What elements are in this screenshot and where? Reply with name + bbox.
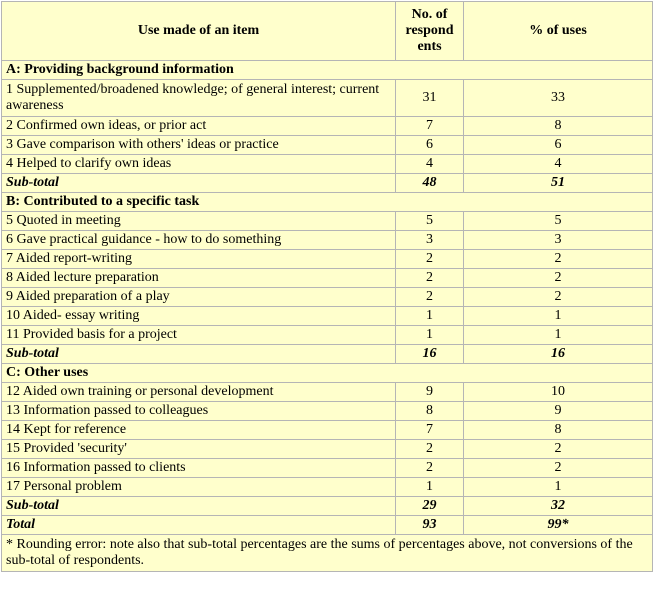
row-respondents: 2	[395, 458, 464, 478]
table-row: 5 Quoted in meeting 5 5	[1, 211, 653, 231]
row-label: 11 Provided basis for a project	[1, 325, 396, 345]
total-label: Total	[1, 515, 396, 535]
row-label: 2 Confirmed own ideas, or prior act	[1, 116, 396, 136]
header-use: Use made of an item	[1, 1, 396, 61]
table-row: 11 Provided basis for a project 1 1	[1, 325, 653, 345]
table-row: 6 Gave practical guidance - how to do so…	[1, 230, 653, 250]
table-row: 15 Provided 'security' 2 2	[1, 439, 653, 459]
row-label: 6 Gave practical guidance - how to do so…	[1, 230, 396, 250]
subtotal-respondents: 48	[395, 173, 464, 193]
row-respondents: 7	[395, 420, 464, 440]
row-respondents: 1	[395, 325, 464, 345]
row-percent: 9	[463, 401, 653, 421]
row-percent: 2	[463, 287, 653, 307]
table-row: 8 Aided lecture preparation 2 2	[1, 268, 653, 288]
row-respondents: 2	[395, 287, 464, 307]
header-row: Use made of an item No. of respond ents …	[1, 1, 653, 61]
row-percent: 8	[463, 420, 653, 440]
table-row: 17 Personal problem 1 1	[1, 477, 653, 497]
row-respondents: 2	[395, 268, 464, 288]
table-row: 1 Supplemented/broadened knowledge; of g…	[1, 79, 653, 117]
row-label: 4 Helped to clarify own ideas	[1, 154, 396, 174]
table-row: 13 Information passed to colleagues 8 9	[1, 401, 653, 421]
subtotal-percent: 51	[463, 173, 653, 193]
row-percent: 5	[463, 211, 653, 231]
table-row: 9 Aided preparation of a play 2 2	[1, 287, 653, 307]
row-respondents: 6	[395, 135, 464, 155]
table-row: 14 Kept for reference 7 8	[1, 420, 653, 440]
row-label: 10 Aided- essay writing	[1, 306, 396, 326]
section-heading-row: C: Other uses	[1, 363, 653, 383]
uses-table: Use made of an item No. of respond ents …	[1, 1, 653, 572]
section-c-title: C: Other uses	[1, 363, 653, 383]
row-percent: 2	[463, 458, 653, 478]
row-respondents: 31	[395, 79, 464, 117]
table-row: 16 Information passed to clients 2 2	[1, 458, 653, 478]
row-percent: 6	[463, 135, 653, 155]
subtotal-row: Sub-total 29 32	[1, 496, 653, 516]
row-respondents: 9	[395, 382, 464, 402]
footnote: * Rounding error: note also that sub-tot…	[1, 534, 653, 572]
section-b-title: B: Contributed to a specific task	[1, 192, 653, 212]
table-row: 3 Gave comparison with others' ideas or …	[1, 135, 653, 155]
header-percent: % of uses	[463, 1, 653, 61]
subtotal-percent: 16	[463, 344, 653, 364]
row-respondents: 1	[395, 306, 464, 326]
row-label: 7 Aided report-writing	[1, 249, 396, 269]
total-respondents: 93	[395, 515, 464, 535]
row-respondents: 7	[395, 116, 464, 136]
subtotal-respondents: 16	[395, 344, 464, 364]
row-percent: 33	[463, 79, 653, 117]
subtotal-label: Sub-total	[1, 173, 396, 193]
row-respondents: 3	[395, 230, 464, 250]
row-percent: 2	[463, 249, 653, 269]
subtotal-respondents: 29	[395, 496, 464, 516]
row-label: 12 Aided own training or personal develo…	[1, 382, 396, 402]
row-respondents: 2	[395, 249, 464, 269]
row-percent: 10	[463, 382, 653, 402]
section-heading-row: A: Providing background information	[1, 60, 653, 80]
subtotal-row: Sub-total 16 16	[1, 344, 653, 364]
table-row: 2 Confirmed own ideas, or prior act 7 8	[1, 116, 653, 136]
section-heading-row: B: Contributed to a specific task	[1, 192, 653, 212]
subtotal-row: Sub-total 48 51	[1, 173, 653, 193]
row-label: 16 Information passed to clients	[1, 458, 396, 478]
total-row: Total 93 99*	[1, 515, 653, 535]
row-percent: 1	[463, 306, 653, 326]
table-row: 10 Aided- essay writing 1 1	[1, 306, 653, 326]
row-respondents: 2	[395, 439, 464, 459]
total-percent: 99*	[463, 515, 653, 535]
row-percent: 1	[463, 477, 653, 497]
row-respondents: 5	[395, 211, 464, 231]
row-percent: 8	[463, 116, 653, 136]
row-label: 5 Quoted in meeting	[1, 211, 396, 231]
row-label: 1 Supplemented/broadened knowledge; of g…	[1, 79, 396, 117]
subtotal-label: Sub-total	[1, 496, 396, 516]
footnote-row: * Rounding error: note also that sub-tot…	[1, 534, 653, 572]
row-label: 8 Aided lecture preparation	[1, 268, 396, 288]
row-percent: 1	[463, 325, 653, 345]
row-label: 15 Provided 'security'	[1, 439, 396, 459]
row-percent: 4	[463, 154, 653, 174]
row-respondents: 4	[395, 154, 464, 174]
subtotal-label: Sub-total	[1, 344, 396, 364]
row-label: 9 Aided preparation of a play	[1, 287, 396, 307]
table-row: 7 Aided report-writing 2 2	[1, 249, 653, 269]
subtotal-percent: 32	[463, 496, 653, 516]
row-respondents: 8	[395, 401, 464, 421]
row-respondents: 1	[395, 477, 464, 497]
row-percent: 2	[463, 268, 653, 288]
row-label: 14 Kept for reference	[1, 420, 396, 440]
row-label: 3 Gave comparison with others' ideas or …	[1, 135, 396, 155]
row-percent: 2	[463, 439, 653, 459]
header-respondents: No. of respond ents	[395, 1, 464, 61]
row-percent: 3	[463, 230, 653, 250]
table-row: 4 Helped to clarify own ideas 4 4	[1, 154, 653, 174]
table-row: 12 Aided own training or personal develo…	[1, 382, 653, 402]
row-label: 17 Personal problem	[1, 477, 396, 497]
row-label: 13 Information passed to colleagues	[1, 401, 396, 421]
section-a-title: A: Providing background information	[1, 60, 653, 80]
